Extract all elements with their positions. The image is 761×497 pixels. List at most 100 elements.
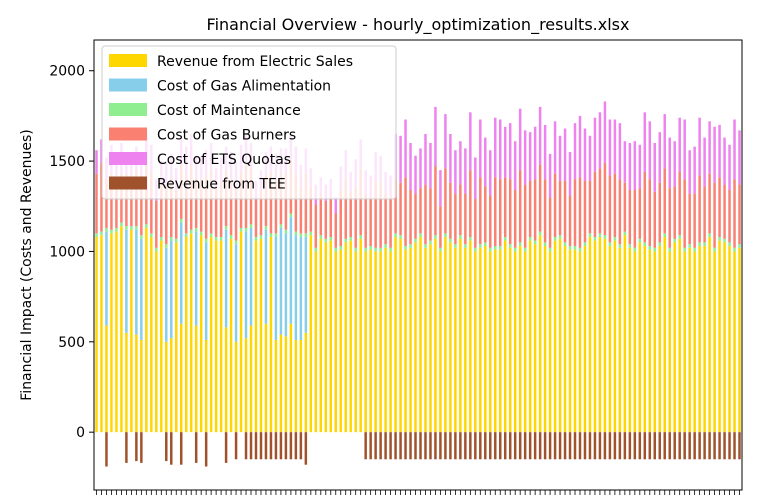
- bar-segment-series-5: [533, 432, 537, 460]
- bar-segment-series-5: [279, 432, 283, 460]
- bar-segment-series-5: [369, 432, 372, 460]
- bar-segment-series-3: [603, 162, 607, 236]
- bar-segment-series-3: [503, 177, 507, 237]
- bar-segment-series-4: [474, 157, 477, 200]
- bar-segment-series-2: [648, 246, 652, 250]
- bar-segment-series-0: [633, 251, 637, 433]
- bar-segment-series-2: [598, 233, 602, 237]
- bar-segment-series-4: [429, 143, 432, 189]
- bar-segment-series-3: [140, 186, 143, 236]
- bar-segment-series-1: [179, 222, 183, 324]
- bar-segment-series-3: [648, 179, 652, 247]
- bar-segment-series-2: [140, 235, 143, 239]
- bar-segment-series-5: [578, 432, 582, 460]
- bar-segment-series-2: [299, 233, 303, 237]
- bar-segment-series-2: [698, 242, 701, 247]
- bar-segment-series-0: [125, 332, 128, 433]
- bar-segment-series-3: [733, 179, 736, 248]
- bar-segment-series-5: [693, 432, 696, 460]
- bar-segment-series-3: [294, 173, 298, 232]
- bar-segment-series-2: [105, 227, 108, 232]
- bar-segment-series-0: [708, 236, 711, 433]
- bar-segment-series-3: [364, 193, 367, 248]
- bar-segment-series-2: [588, 233, 592, 237]
- bar-segment-series-2: [508, 244, 512, 248]
- bar-segment-series-0: [513, 251, 517, 433]
- bar-segment-series-5: [479, 432, 482, 460]
- bar-segment-series-0: [718, 240, 721, 433]
- bar-segment-series-4: [728, 144, 731, 190]
- bar-segment-series-4: [673, 141, 676, 187]
- bar-segment-series-5: [668, 432, 671, 460]
- bar-segment-series-4: [598, 112, 602, 169]
- bar-segment-series-5: [543, 432, 547, 460]
- bar-segment-series-3: [608, 175, 612, 243]
- bar-segment-series-5: [698, 432, 701, 460]
- bar-segment-series-0: [484, 246, 487, 433]
- bar-segment-series-0: [105, 325, 108, 433]
- bar-segment-series-3: [668, 188, 671, 248]
- bar-segment-series-1: [264, 229, 268, 324]
- bar-segment-series-0: [603, 238, 607, 433]
- bar-segment-series-3: [484, 186, 487, 243]
- bar-segment-series-1: [274, 236, 278, 340]
- bar-segment-series-0: [663, 236, 666, 433]
- bar-segment-series-4: [484, 137, 487, 187]
- bar-segment-series-3: [538, 164, 542, 232]
- bar-segment-series-1: [279, 227, 283, 335]
- bar-segment-series-0: [503, 240, 507, 433]
- bar-segment-series-5: [618, 432, 622, 460]
- bar-segment-series-5: [394, 432, 397, 460]
- bar-segment-series-0: [499, 249, 502, 433]
- bar-segment-series-3: [299, 186, 303, 234]
- bar-segment-series-4: [414, 155, 417, 194]
- bar-segment-series-3: [508, 179, 512, 245]
- bar-segment-series-5: [508, 432, 512, 460]
- bar-segment-series-5: [379, 432, 382, 460]
- bar-segment-series-5: [404, 432, 407, 460]
- bar-segment-series-2: [723, 238, 726, 243]
- bar-segment-series-2: [339, 246, 342, 250]
- bar-segment-series-3: [638, 188, 642, 239]
- bar-segment-series-2: [224, 226, 228, 230]
- bar-segment-series-1: [249, 227, 253, 326]
- bar-segment-series-1: [224, 229, 228, 328]
- bar-segment-series-0: [683, 251, 686, 433]
- bar-segment-series-1: [170, 240, 173, 339]
- bar-segment-series-2: [419, 233, 422, 237]
- bar-segment-series-2: [543, 242, 547, 247]
- bar-segment-series-3: [194, 177, 198, 228]
- bar-segment-series-0: [309, 235, 313, 433]
- bar-segment-series-1: [135, 229, 138, 335]
- bar-segment-series-3: [130, 179, 133, 227]
- bar-segment-series-4: [558, 135, 562, 181]
- bar-segment-series-0: [374, 251, 377, 433]
- bar-segment-series-5: [469, 432, 472, 460]
- bar-segment-series-3: [429, 188, 432, 241]
- legend-label: Cost of Maintenance: [157, 103, 301, 119]
- bar-segment-series-0: [449, 242, 452, 433]
- bar-segment-series-4: [693, 146, 696, 194]
- bar-segment-series-2: [324, 238, 328, 243]
- bar-segment-series-5: [269, 432, 273, 460]
- bar-segment-series-2: [130, 226, 133, 230]
- bar-segment-series-3: [324, 200, 328, 239]
- bar-segment-series-0: [618, 247, 622, 433]
- bar-segment-series-3: [254, 199, 258, 237]
- bar-segment-series-3: [623, 182, 627, 232]
- bar-segment-series-0: [658, 246, 661, 433]
- y-tick-label: 0: [76, 425, 85, 441]
- bar-segment-series-3: [563, 180, 567, 243]
- bar-segment-series-3: [469, 170, 472, 237]
- bar-segment-series-0: [349, 240, 352, 433]
- bar-segment-series-4: [718, 124, 721, 178]
- bar-segment-series-5: [613, 432, 617, 460]
- bar-segment-series-3: [499, 179, 502, 247]
- bar-segment-series-4: [434, 106, 437, 167]
- bar-segment-series-3: [165, 184, 168, 245]
- bar-segment-series-3: [593, 171, 597, 237]
- bar-segment-series-0: [100, 235, 103, 433]
- bar-segment-series-1: [244, 231, 248, 339]
- bar-segment-series-3: [588, 180, 592, 234]
- bar-segment-series-0: [359, 238, 362, 433]
